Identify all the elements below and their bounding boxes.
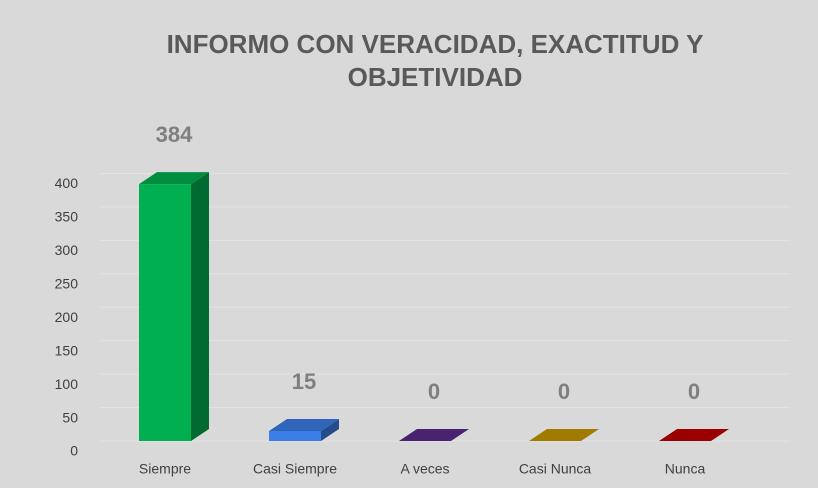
y-tick-label: 0 bbox=[70, 443, 78, 459]
y-tick-label: 200 bbox=[55, 309, 79, 325]
x-tick-label: A veces bbox=[400, 461, 449, 477]
bar bbox=[269, 430, 321, 441]
bar-top bbox=[269, 418, 339, 431]
bar-top bbox=[659, 429, 729, 441]
value-label: 15 bbox=[292, 369, 316, 394]
y-tick-label: 250 bbox=[55, 275, 79, 291]
y-tick-label: 50 bbox=[62, 409, 78, 425]
x-tick-label: Siempre bbox=[139, 461, 191, 477]
value-label: 0 bbox=[688, 379, 700, 404]
y-tick-label: 100 bbox=[55, 376, 79, 392]
bar-top bbox=[399, 429, 469, 441]
y-tick-label: 350 bbox=[55, 209, 79, 225]
y-tick-label: 400 bbox=[55, 175, 79, 191]
bar-top bbox=[139, 172, 209, 185]
value-label: 0 bbox=[428, 379, 440, 404]
y-tick-label: 300 bbox=[55, 242, 79, 258]
value-label: 0 bbox=[558, 379, 570, 404]
x-tick-label: Nunca bbox=[665, 461, 706, 477]
bar bbox=[139, 184, 191, 441]
y-tick-label: 150 bbox=[55, 342, 79, 358]
chart-title: INFORMO CON VERACIDAD, EXACTITUD Y OBJET… bbox=[166, 29, 704, 92]
bar-side bbox=[321, 418, 339, 441]
bar-side bbox=[191, 172, 209, 441]
x-tick-label: Casi Siempre bbox=[253, 461, 337, 477]
bar-top bbox=[529, 429, 599, 441]
x-tick-label: Casi Nunca bbox=[519, 461, 592, 477]
value-label: 384 bbox=[156, 122, 193, 147]
